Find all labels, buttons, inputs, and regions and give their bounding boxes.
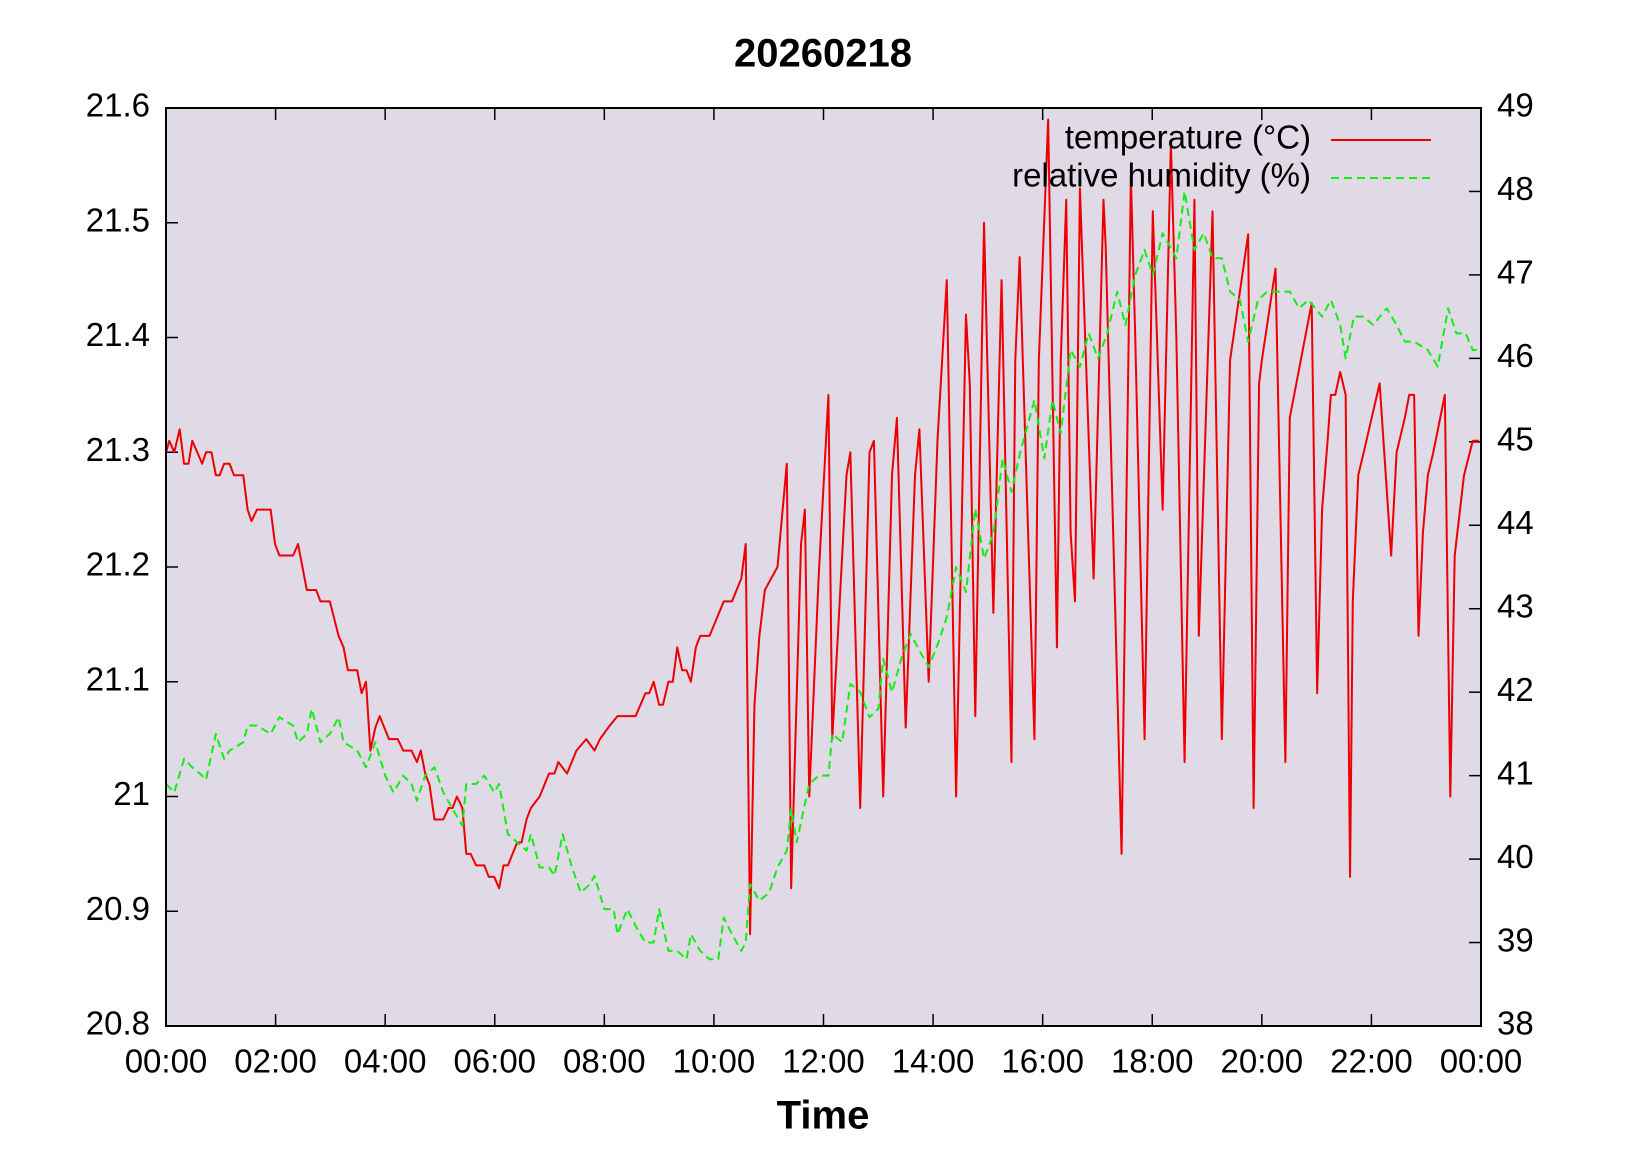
- y2-tick-label: 46: [1497, 337, 1534, 374]
- y-tick-label: 21.1: [86, 660, 150, 697]
- chart-title: 20260218: [734, 32, 912, 76]
- x-tick-label: 08:00: [563, 1043, 646, 1080]
- x-tick-label: 10:00: [673, 1043, 756, 1080]
- y2-tick-label: 40: [1497, 838, 1534, 875]
- y2-tick-label: 45: [1497, 421, 1534, 458]
- x-tick-label: 04:00: [344, 1043, 427, 1080]
- legend-label: temperature (°C): [1065, 119, 1311, 156]
- x-axis-label: Time: [777, 1094, 870, 1138]
- y-tick-label: 21.3: [86, 431, 150, 468]
- y2-tick-label: 48: [1497, 170, 1534, 207]
- x-tick-label: 18:00: [1111, 1043, 1194, 1080]
- y-tick-label: 21.2: [86, 546, 150, 583]
- y2-tick-label: 38: [1497, 1005, 1534, 1042]
- x-tick-label: 22:00: [1330, 1043, 1413, 1080]
- x-tick-label: 12:00: [782, 1043, 865, 1080]
- y2-tick-label: 47: [1497, 254, 1534, 291]
- x-tick-label: 00:00: [125, 1043, 208, 1080]
- x-tick-label: 02:00: [234, 1043, 317, 1080]
- x-tick-label: 06:00: [453, 1043, 536, 1080]
- y-tick-label: 20.9: [86, 890, 150, 927]
- y-tick-label: 21.5: [86, 201, 150, 238]
- y2-tick-label: 43: [1497, 587, 1534, 624]
- x-tick-label: 20:00: [1221, 1043, 1304, 1080]
- y2-tick-label: 41: [1497, 754, 1534, 791]
- y-tick-label: 21: [113, 775, 150, 812]
- series-line: [166, 190, 1479, 961]
- x-tick-label: 16:00: [1001, 1043, 1084, 1080]
- y-tick-label: 20.8: [86, 1005, 150, 1042]
- legend-label: relative humidity (%): [1012, 157, 1311, 194]
- y2-tick-label: 44: [1497, 504, 1534, 541]
- y-tick-label: 21.6: [86, 87, 150, 124]
- y2-tick-label: 42: [1497, 671, 1534, 708]
- series-line: [166, 118, 1479, 936]
- y2-tick-label: 39: [1497, 921, 1534, 958]
- plot-area: [166, 108, 1481, 1026]
- plot-frame: [165, 107, 1482, 1027]
- x-tick-label: 00:00: [1440, 1043, 1523, 1080]
- y-tick-label: 21.4: [86, 316, 150, 353]
- x-tick-label: 14:00: [892, 1043, 975, 1080]
- y2-tick-label: 49: [1497, 87, 1534, 124]
